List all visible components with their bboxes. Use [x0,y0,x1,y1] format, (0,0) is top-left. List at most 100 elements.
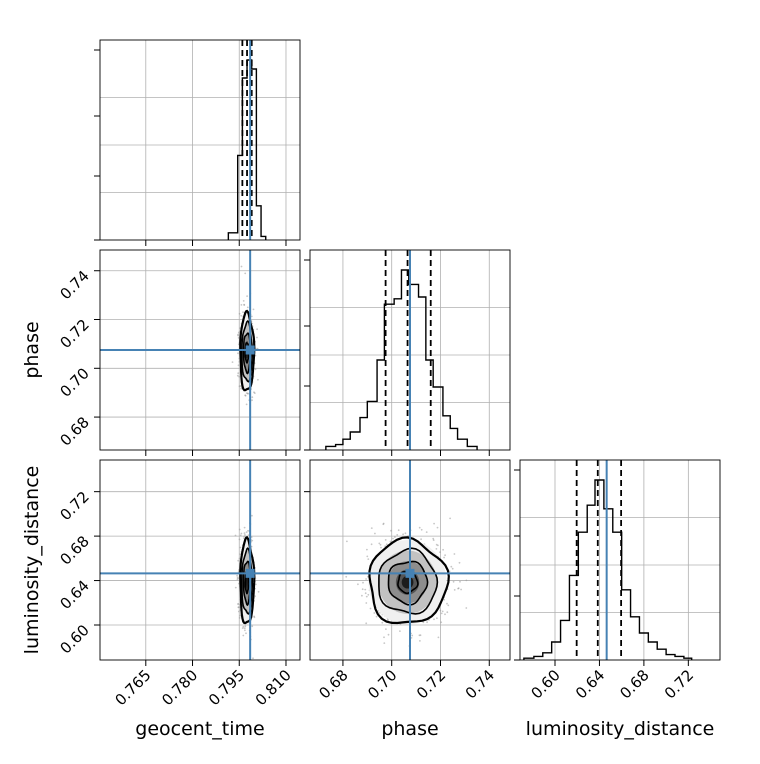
sample-point [404,532,407,535]
sample-point [240,532,243,535]
sample-point [420,528,423,531]
sample-point [435,543,438,546]
sample-point [446,611,449,614]
sample-point [370,527,373,529]
xtick-label-phase-3: 0.74 [462,666,498,702]
sample-point [236,374,239,377]
sample-point [399,630,401,632]
sample-point [420,538,422,541]
sample-point [242,300,245,302]
sample-point [236,574,239,577]
sample-point [436,526,439,529]
sample-point [365,578,367,580]
ytick-label-luminosity_distance-0: 0.60 [56,621,92,657]
sample-point [459,580,461,583]
sample-point [237,331,240,334]
sample-point [240,387,243,390]
sample-point [238,538,241,541]
sample-point [369,607,372,610]
sample-point [240,314,243,317]
sample-point [242,311,244,313]
sample-point [380,546,382,549]
sample-point [370,543,373,546]
sample-point [254,595,256,598]
ytick-label-phase-1: 0.70 [56,364,92,400]
sample-point [443,598,445,601]
sample-point [239,614,242,617]
xtick-label-luminosity_distance-3: 0.72 [661,666,697,702]
sample-point [396,534,399,536]
sample-point [244,534,246,536]
sample-point [444,554,446,557]
sample-point [446,602,448,605]
frames-layer [99,39,721,661]
sample-point [345,575,348,578]
sample-point [433,522,435,525]
sample-point [244,625,247,628]
hist-panel-frame-luminosity_distance [519,459,721,661]
sample-point [237,372,240,375]
sample-point [419,640,421,642]
sample-point [234,586,237,589]
sample-point [239,546,242,549]
ytick-label-luminosity_distance-3: 0.72 [56,488,92,524]
sample-point [246,295,249,297]
sample-point [367,593,370,596]
sample-point [251,514,253,517]
sample-point [465,579,468,582]
sample-point [373,612,376,614]
sample-point [237,610,240,613]
sample-point [257,378,259,381]
sample-point [246,392,249,395]
sample-point [251,625,254,628]
ytick-label-phase-0: 0.68 [56,413,92,449]
sample-point [365,595,368,598]
ytick-label-luminosity_distance-1: 0.64 [56,577,92,613]
sample-point [402,533,404,536]
sample-point [453,553,456,555]
sample-point [234,534,237,537]
sample-point [240,265,243,268]
xtick-label-phase-2: 0.72 [413,666,449,702]
density-fill-luminosity_distance|geocent_time-4 [246,575,249,589]
sample-point [443,556,445,559]
sample-point [237,364,240,367]
ytick-label-phase-2: 0.72 [56,316,92,352]
x-axis-label-luminosity-distance: luminosity_distance [526,718,715,740]
sample-point [449,517,451,520]
contour-luminosity_distance|phase-3 [368,536,450,625]
sample-point [243,526,246,529]
x-axis-label-geocent-time: geocent_time [135,718,264,740]
sample-point [365,602,368,604]
sample-point [425,531,428,533]
sample-point [238,361,241,363]
sample-point [435,548,438,550]
sample-point [243,303,246,306]
sample-point [367,558,370,560]
sample-point [256,328,258,331]
sample-point [255,583,257,586]
sample-point [243,532,246,534]
xtick-label-geocent_time-2: 0.795 [205,666,248,709]
sample-point [247,534,250,536]
sample-point [457,587,459,590]
xtick-label-luminosity_distance-1: 0.64 [572,666,608,702]
sample-point [239,553,242,555]
sample-point [237,333,239,336]
sample-point [361,594,363,597]
sample-point [241,627,244,629]
sample-point [253,615,256,618]
sample-point [440,612,443,615]
sample-point [251,399,253,402]
histogram-luminosity_distance [523,479,693,660]
sample-point [437,636,440,639]
sample-point [245,531,248,533]
sample-point [238,375,241,378]
sample-point [250,315,253,318]
hist-panel-frame-phase [309,249,511,451]
xtick-label-luminosity_distance-2: 0.68 [616,666,652,702]
contour-phase|geocent_time-1 [242,332,252,375]
sample-point [252,308,255,311]
sample-point [384,545,387,547]
sample-point [378,542,381,545]
